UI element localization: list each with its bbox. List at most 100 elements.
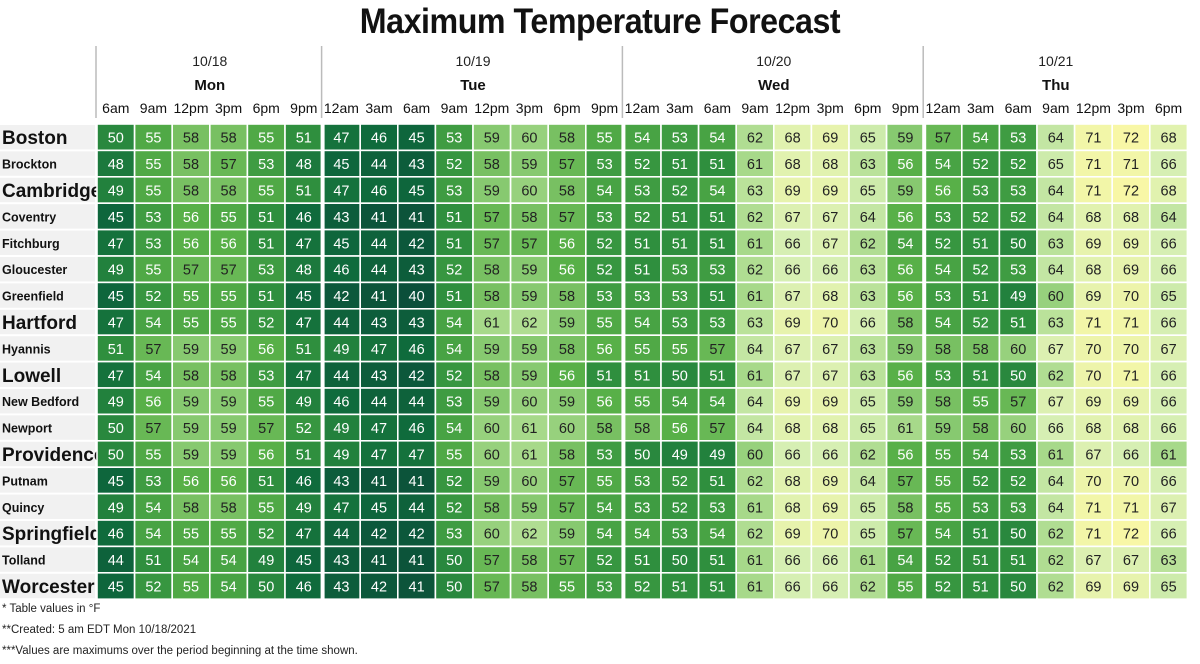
cell-value: 52	[258, 316, 274, 332]
cell-value: 64	[747, 395, 763, 411]
heatmap-cell	[735, 307, 775, 336]
cell-value: 68	[1123, 210, 1139, 226]
cell-value: 58	[897, 316, 913, 332]
row-label-bg	[0, 389, 95, 414]
heatmap-cell	[735, 149, 775, 178]
cell-value: 64	[1048, 500, 1064, 516]
cell-value: 42	[409, 368, 425, 384]
heatmap-cell	[1149, 281, 1189, 310]
heatmap-cell	[1073, 255, 1113, 284]
cell-value: 58	[521, 210, 537, 226]
cell-value: 56	[258, 448, 274, 464]
cell-value: 51	[634, 263, 650, 279]
cell-value: 59	[935, 421, 951, 437]
time-label: 3am	[365, 100, 392, 116]
heatmap-cell	[697, 255, 737, 284]
heatmap-cell	[885, 545, 925, 574]
cell-value: 58	[935, 342, 951, 358]
cell-value: 59	[484, 342, 500, 358]
cell-value: 59	[521, 289, 537, 305]
cell-value: 50	[446, 553, 462, 569]
cell-value: 49	[709, 448, 725, 464]
heatmap-cell	[1073, 387, 1113, 416]
cell-value: 57	[258, 421, 274, 437]
heatmap-cell	[246, 281, 286, 310]
cell-value: 60	[484, 527, 500, 543]
cell-value: 53	[935, 289, 951, 305]
cell-value: 58	[183, 157, 199, 173]
heatmap-cell	[1149, 387, 1189, 416]
cell-value: 67	[785, 210, 801, 226]
cell-value: 64	[747, 342, 763, 358]
city-label: Hartford	[2, 313, 77, 334]
heatmap-cell	[472, 334, 512, 363]
cell-value: 69	[785, 184, 801, 200]
cell-value: 45	[108, 474, 124, 490]
time-label: 6am	[704, 100, 731, 116]
cell-value: 69	[1123, 263, 1139, 279]
cell-value: 42	[333, 289, 349, 305]
heatmap-cell	[133, 545, 174, 574]
cell-value: 65	[1161, 289, 1177, 305]
cell-value: 47	[371, 421, 387, 437]
time-label: 3am	[967, 100, 994, 116]
cell-value: 47	[333, 500, 349, 516]
cell-value: 61	[747, 580, 763, 596]
cell-value: 49	[258, 553, 274, 569]
cell-value: 55	[145, 184, 161, 200]
cell-value: 58	[183, 500, 199, 516]
city-label: Tolland	[2, 554, 46, 568]
cell-value: 49	[296, 500, 312, 516]
heatmap-cell	[1036, 571, 1076, 600]
cell-value: 44	[108, 553, 124, 569]
heatmap-cell	[434, 492, 474, 521]
cell-value: 51	[973, 553, 989, 569]
day-name-label: Wed	[758, 77, 789, 94]
cell-value: 55	[145, 157, 161, 173]
heatmap-cell	[284, 360, 324, 389]
cell-value: 52	[935, 580, 951, 596]
cell-value: 57	[484, 210, 500, 226]
row-label-bg	[0, 230, 95, 255]
heatmap-cell	[1149, 439, 1189, 468]
cell-value: 70	[1085, 474, 1101, 490]
heatmap-cell	[209, 255, 249, 284]
heatmap-cell	[735, 123, 775, 152]
cell-value: 42	[409, 527, 425, 543]
cell-value: 54	[973, 131, 989, 147]
cell-value: 64	[860, 210, 876, 226]
heatmap-cell	[848, 492, 888, 521]
day-grid-separator	[621, 124, 626, 600]
cell-value: 67	[785, 342, 801, 358]
cell-value: 53	[258, 368, 274, 384]
cell-value: 58	[559, 342, 575, 358]
heatmap-cell	[660, 492, 700, 521]
city-label: Cambridge	[2, 181, 101, 202]
day-date-label: 10/18	[192, 53, 227, 69]
heatmap-chart: 10/18 Mon 10/19 Tue 10/20 Wed 10/21 Thu 6am 9am 12…	[0, 46, 1189, 600]
cell-value: 51	[709, 580, 725, 596]
heatmap-cell	[359, 281, 399, 310]
cell-value: 59	[897, 131, 913, 147]
day-date-label: 10/20	[756, 53, 791, 69]
heatmap-cell	[359, 334, 399, 363]
cell-value: 49	[1010, 289, 1026, 305]
heatmap-cell	[133, 492, 174, 521]
cell-value: 52	[1010, 474, 1026, 490]
heatmap-cell	[396, 439, 437, 468]
cell-value: 55	[145, 263, 161, 279]
city-label: Gloucester	[2, 263, 67, 277]
heatmap-cell	[547, 228, 587, 257]
row-label-bg	[0, 336, 95, 361]
cell-value: 49	[108, 184, 124, 200]
cell-value: 61	[1161, 448, 1177, 464]
cell-value: 62	[1048, 368, 1064, 384]
cell-value: 53	[634, 500, 650, 516]
cell-value: 53	[935, 210, 951, 226]
city-label: Putnam	[2, 474, 48, 488]
cell-value: 56	[897, 289, 913, 305]
heatmap-cell	[96, 413, 136, 442]
heatmap-cell	[772, 307, 813, 336]
time-label: 9pm	[290, 100, 317, 116]
cell-value: 44	[333, 527, 349, 543]
